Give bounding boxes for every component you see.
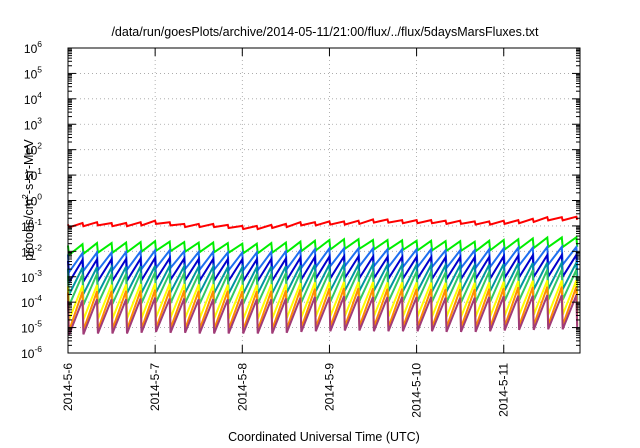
y-axis: 10-6 10-5 10-4 10-3 10-2 10-1 100 101 102 103 104 1… (21, 39, 580, 361)
x-tick-label: 2014-5-10 (410, 363, 424, 418)
series-line (67, 258, 579, 298)
y-tick-label: 10-2 (21, 242, 42, 259)
series-line (67, 215, 579, 231)
series-line (67, 286, 579, 332)
series-layer (67, 215, 579, 336)
series-line (67, 251, 579, 286)
x-tick-label: 2014-5-9 (322, 363, 336, 411)
y-tick-label: 10-6 (21, 344, 42, 361)
x-tick-label: 2014-5-8 (235, 363, 249, 411)
series-line (67, 279, 579, 321)
y-tick-label: 101 (24, 166, 42, 183)
y-tick-label: 103 (24, 115, 42, 132)
x-axis-label: Coordinated Universal Time (UTC) (228, 430, 420, 444)
chart-title: /data/run/goesPlots/archive/2014-05-11/2… (111, 25, 539, 39)
y-tick-label: 10-4 (21, 293, 42, 310)
series-line (67, 244, 579, 276)
series-line (67, 294, 579, 336)
y-axis-label: protons/cm2-s-sr-MeV (20, 139, 36, 261)
x-axis: 2014-5-6 2014-5-7 2014-5-8 2014-5-9 2014-5-1… (61, 48, 511, 418)
x-tick-label: 2014-5-11 (497, 363, 511, 417)
y-tick-label: 106 (24, 39, 42, 56)
series-line (67, 269, 579, 307)
y-tick-label: 105 (24, 64, 42, 81)
y-tick-label: 10-3 (21, 268, 42, 285)
y-tick-label: 10-1 (21, 217, 42, 234)
series-line (67, 235, 579, 258)
x-tick-label: 2014-5-7 (148, 363, 162, 411)
x-tick-label: 2014-5-6 (61, 363, 75, 411)
y-tick-label: 10-5 (21, 319, 42, 336)
y-tick-label: 102 (24, 141, 42, 158)
y-tick-label: 104 (24, 90, 42, 107)
y-tick-label: 100 (24, 192, 42, 209)
